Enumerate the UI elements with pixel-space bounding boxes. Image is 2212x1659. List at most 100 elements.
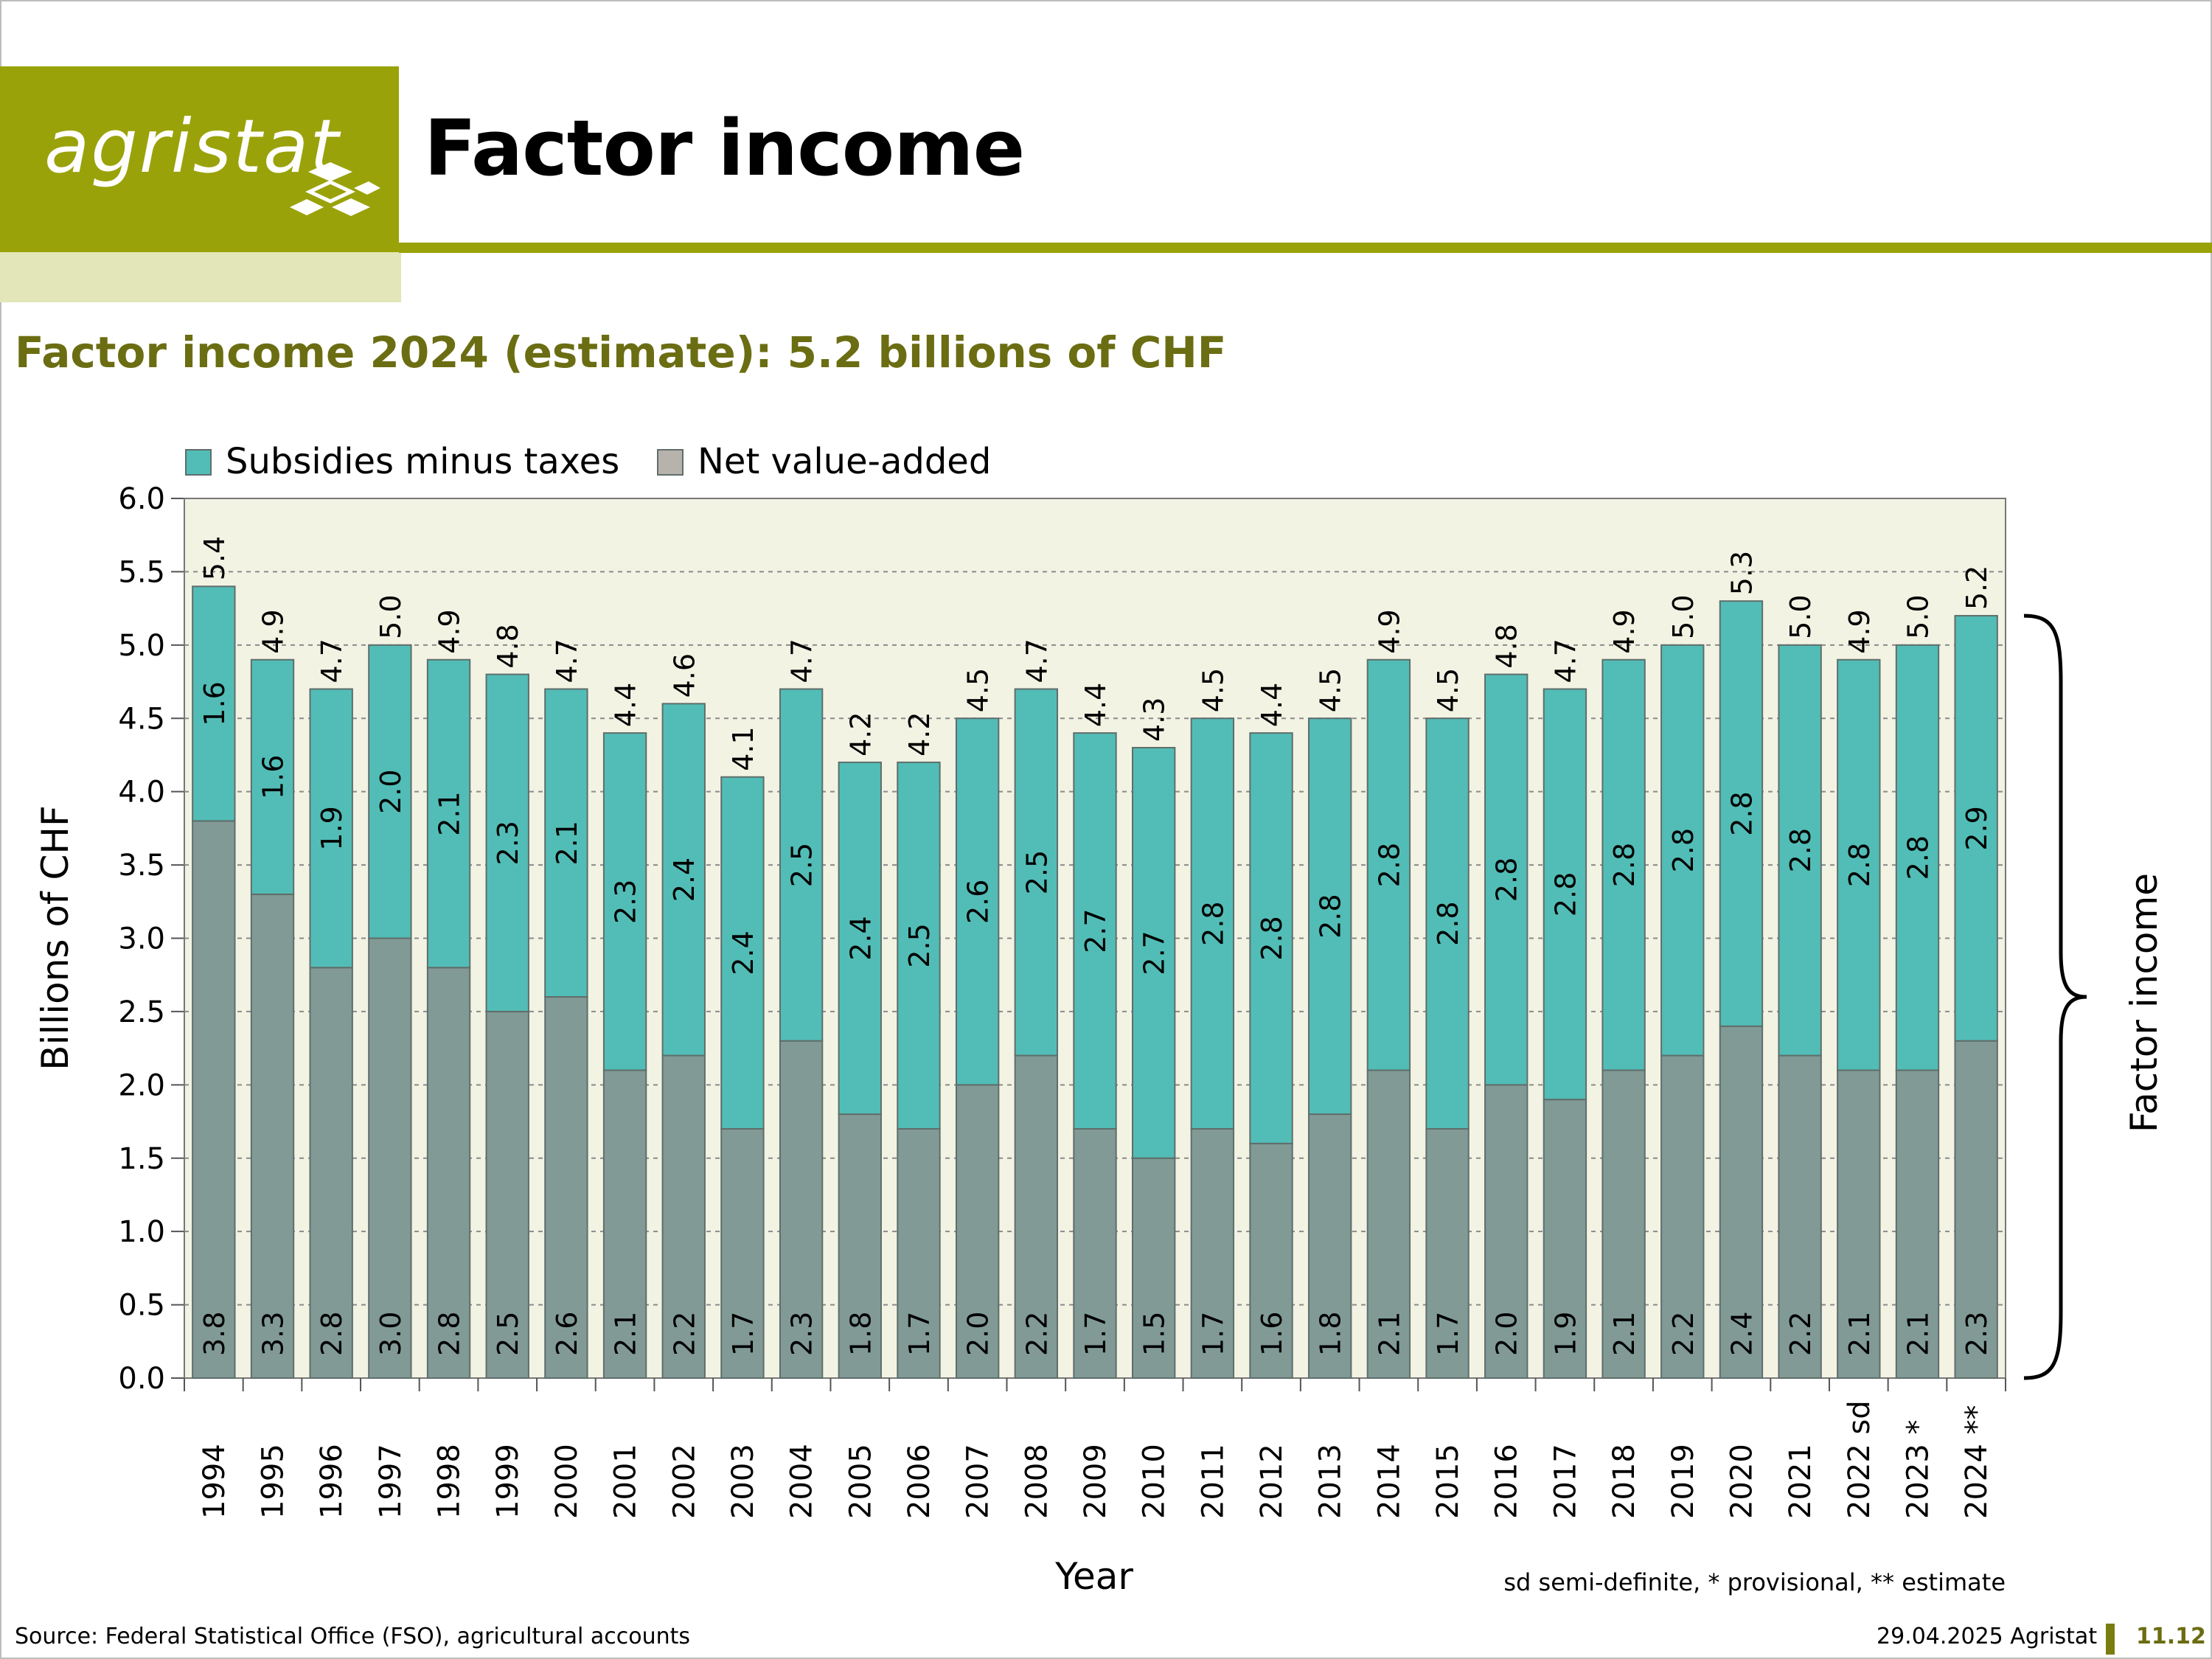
data-label-total: 4.9 [1608,609,1641,653]
x-tick-label: 2018 [1607,1444,1641,1519]
data-label-subsidies-minus-taxes: 2.5 [1020,850,1053,894]
factor-income-brace [2023,613,2087,1380]
data-label-net-value-added: 2.0 [1491,1312,1523,1356]
y-tick-label: 2.0 [118,1068,165,1102]
bar-subsidies-minus-taxes [955,717,1000,1086]
bar-subsidies-minus-taxes [1425,717,1470,1130]
data-label-total: 4.7 [1549,639,1582,683]
data-label-total: 4.5 [1197,668,1229,712]
x-tick-label: 2000 [550,1444,584,1519]
x-tick-label: 2016 [1490,1444,1524,1519]
data-label-net-value-added: 1.8 [844,1312,877,1356]
bar-net-value-added [897,1127,941,1379]
x-tick-label: 2010 [1138,1444,1172,1519]
bar-subsidies-minus-taxes [838,761,882,1116]
data-label-net-value-added: 2.1 [1373,1312,1405,1356]
data-label-net-value-added: 1.5 [1138,1312,1171,1356]
bar-net-value-added [720,1127,765,1379]
bar-subsidies-minus-taxes [485,673,529,1012]
x-tick-label: 2012 [1255,1444,1289,1519]
data-label-subsidies-minus-taxes: 2.8 [1667,828,1700,872]
bar-subsidies-minus-taxes [720,776,765,1130]
data-label-subsidies-minus-taxes: 2.0 [375,769,407,813]
data-label-subsidies-minus-taxes: 2.5 [903,923,936,967]
bar-subsidies-minus-taxes [1366,658,1411,1071]
y-tick-label: 4.0 [118,776,165,810]
data-label-net-value-added: 2.5 [492,1312,524,1356]
data-label-subsidies-minus-taxes: 2.4 [844,916,877,960]
bar-subsidies-minus-taxes [1837,658,1881,1071]
data-label-total: 4.9 [1373,609,1405,653]
bar-subsidies-minus-taxes [1895,644,1940,1071]
bar-subsidies-minus-taxes [368,644,412,939]
data-label-total: 4.1 [727,726,759,771]
data-label-total: 4.6 [668,653,700,698]
data-label-subsidies-minus-taxes: 2.8 [1256,916,1288,960]
x-tick-label: 2008 [1020,1444,1054,1519]
bar-subsidies-minus-taxes [1778,644,1822,1057]
bar-net-value-added [544,996,588,1379]
y-tick-label: 6.0 [118,482,165,516]
x-tick-label: 2011 [1196,1444,1230,1519]
data-label-total: 4.8 [1491,624,1523,668]
bar-subsidies-minus-taxes [1601,658,1646,1071]
x-tick-label: 2005 [844,1444,877,1519]
logo-shadow [0,252,401,302]
bar-net-value-added [485,1010,529,1379]
legend-label-subsidies-minus-taxes: Subsidies minus taxes [226,441,619,482]
data-label-subsidies-minus-taxes: 2.8 [1197,901,1229,945]
bar-subsidies-minus-taxes [1543,688,1587,1101]
data-label-total: 5.2 [1961,566,1993,610]
data-label-subsidies-minus-taxes: 2.8 [1373,843,1405,887]
x-tick-label: 2003 [726,1444,760,1519]
x-tick-label: 2019 [1666,1444,1700,1519]
bar-subsidies-minus-taxes [897,761,941,1130]
x-tick-label: 2002 [667,1444,701,1519]
x-tick-label: 1995 [257,1444,291,1519]
y-tick-label: 4.5 [118,702,165,736]
data-label-total: 5.4 [198,536,231,580]
data-label-total: 4.9 [1843,609,1876,653]
page-title: Factor income [424,103,1025,193]
data-label-total: 4.2 [844,712,877,756]
x-axis-title: Year [1054,1555,1133,1598]
bar-net-value-added [1778,1054,1822,1379]
bar-net-value-added [1425,1127,1470,1379]
y-tick-label: 1.5 [118,1142,165,1176]
bar-net-value-added [250,893,295,1379]
bar-subsidies-minus-taxes [250,658,295,895]
data-label-total: 4.5 [1315,668,1347,712]
data-label-subsidies-minus-taxes: 1.6 [198,681,231,726]
x-tick-label: 2013 [1314,1444,1348,1519]
x-tick-label: 2015 [1431,1444,1465,1519]
data-label-total: 5.0 [1784,594,1817,639]
logo-text: agristat [44,103,341,189]
bar-subsidies-minus-taxes [1719,600,1764,1027]
data-label-net-value-added: 1.9 [1549,1312,1582,1356]
x-tick-label: 1999 [491,1444,525,1519]
bar-subsidies-minus-taxes [1014,688,1059,1057]
data-label-net-value-added: 2.1 [1608,1312,1641,1356]
x-tick-label: 2024 ** [1960,1405,1994,1519]
data-label-total: 4.2 [903,712,936,756]
x-tick-label: 2007 [961,1444,995,1519]
data-label-subsidies-minus-taxes: 2.8 [1549,872,1582,917]
data-label-subsidies-minus-taxes: 2.8 [1725,791,1758,835]
data-label-net-value-added: 1.7 [1197,1312,1229,1356]
data-label-net-value-added: 3.0 [375,1312,407,1356]
bar-subsidies-minus-taxes [779,688,824,1042]
y-tick-label: 1.0 [118,1215,165,1249]
x-tick-label: 2020 [1725,1444,1759,1519]
bar-subsidies-minus-taxes [544,688,588,998]
bar-subsidies-minus-taxes [661,703,706,1057]
data-label-subsidies-minus-taxes: 2.8 [1843,843,1876,887]
bar-net-value-added [1014,1054,1059,1379]
x-tick-label: 2001 [609,1444,643,1519]
legend-swatch-subsidies-minus-taxes [185,449,212,476]
x-tick-label: 1994 [198,1444,232,1519]
data-label-subsidies-minus-taxes: 2.4 [727,931,759,975]
x-tick-label: 1998 [433,1444,467,1519]
data-label-total: 4.4 [610,683,642,727]
bar-subsidies-minus-taxes [1190,717,1235,1130]
